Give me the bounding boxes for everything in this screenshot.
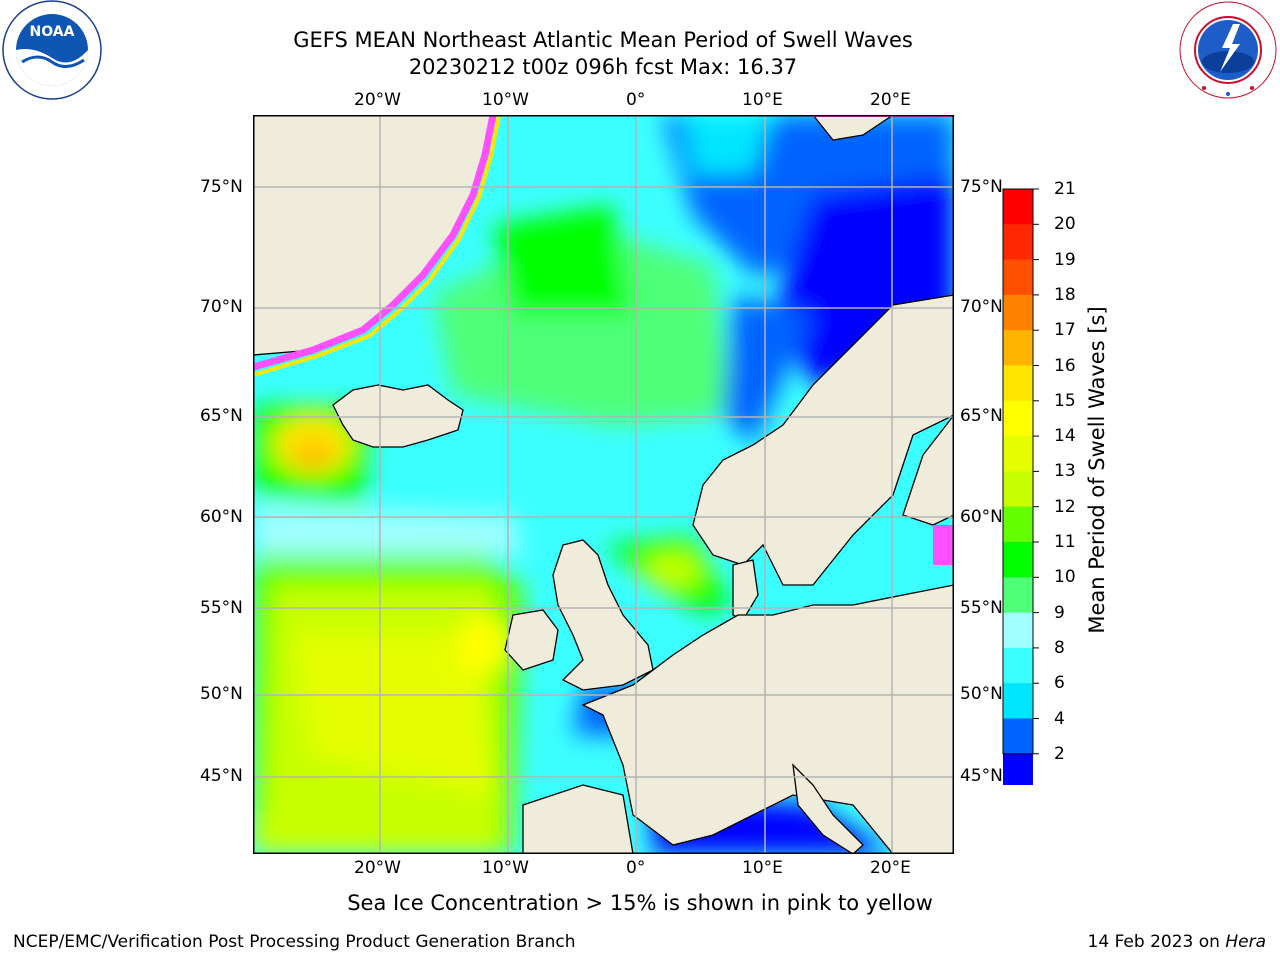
colorbar-label: Mean Period of Swell Waves [s] — [1085, 306, 1109, 634]
colorbar-tick-label: 16 — [1054, 355, 1076, 376]
colorbar-tick-label: 21 — [1054, 179, 1076, 199]
lat-label-right-60n: 60°N — [960, 507, 1003, 527]
lon-label-bottom-20e: 20°E — [870, 858, 911, 878]
colorbar-band — [1003, 471, 1033, 508]
lon-label-bottom-0: 0° — [626, 858, 646, 878]
colorbar-tick-label: 11 — [1054, 532, 1076, 552]
colorbar-band — [1003, 612, 1033, 649]
lat-label-right-70n: 70°N — [960, 297, 1003, 317]
lat-label-right-65n: 65°N — [960, 406, 1003, 426]
colorbar-tick-label: 2 — [1054, 743, 1065, 764]
graticule — [253, 115, 954, 854]
colorbar-band — [1003, 436, 1033, 472]
colorbar-band — [1003, 224, 1033, 261]
colorbar-band — [1003, 189, 1033, 225]
colorbar-tick-label: 18 — [1054, 284, 1076, 305]
sea-ice-edge — [253, 115, 954, 565]
colorbar-band — [1003, 683, 1033, 719]
noaa-logo: NOAA — [2, 0, 102, 100]
colorbar-tick-label: 10 — [1054, 567, 1076, 588]
lat-label-left-75n: 75°N — [200, 177, 243, 197]
swell-period-map — [253, 115, 954, 854]
colorbar-tick-label: 20 — [1054, 214, 1076, 235]
lon-label-bottom-20w: 20°W — [354, 858, 401, 878]
colorbar-band — [1003, 365, 1033, 402]
footer-date: 14 Feb 2023 on Hera — [1088, 932, 1266, 952]
colorbar-tick-label: 6 — [1054, 673, 1065, 694]
chart-subtitle: 20230212 t00z 096h fcst Max: 16.37 — [408, 55, 798, 79]
colorbar-tick-label: 13 — [1054, 461, 1076, 482]
colorbar-tick-label: 4 — [1054, 708, 1065, 729]
colorbar-tick-label: 12 — [1054, 496, 1076, 517]
lon-label-bottom-10e: 10°E — [742, 858, 783, 878]
chart-title: GEFS MEAN Northeast Atlantic Mean Period… — [293, 28, 913, 52]
lon-label-top-20w: 20°W — [354, 90, 401, 110]
colorbar-tick-label: 9 — [1054, 602, 1065, 623]
svg-text:NOAA: NOAA — [30, 24, 75, 40]
colorbar-tick-label: 17 — [1054, 320, 1076, 341]
lat-label-right-50n: 50°N — [960, 684, 1003, 704]
map-frame — [253, 115, 954, 854]
lon-label-bottom-10w: 10°W — [482, 858, 529, 878]
lat-label-left-50n: 50°N — [200, 684, 243, 704]
colorbar-band — [1003, 718, 1033, 755]
colorbar-band — [1003, 753, 1033, 785]
lat-label-left-45n: 45°N — [200, 766, 243, 786]
lat-label-left-60n: 60°N — [200, 507, 243, 527]
colorbar-band — [1003, 647, 1033, 684]
lat-label-right-45n: 45°N — [960, 766, 1003, 786]
land-masses — [253, 115, 954, 854]
colorbar-band — [1003, 259, 1033, 296]
lat-label-left-70n: 70°N — [200, 297, 243, 317]
footer-date-text: 14 Feb 2023 on — [1087, 932, 1226, 952]
colorbar-band — [1003, 542, 1033, 578]
colorbar-band — [1003, 330, 1033, 366]
lat-label-right-55n: 55°N — [960, 598, 1003, 618]
lon-label-top-0: 0° — [626, 90, 646, 110]
colorbar-band — [1003, 400, 1033, 437]
sea-ice-caption: Sea Ice Concentration > 15% is shown in … — [347, 891, 933, 915]
colorbar-tick-label: 19 — [1054, 249, 1076, 270]
colorbar-band — [1003, 577, 1033, 614]
colorbar-band — [1003, 294, 1033, 331]
lat-label-left-65n: 65°N — [200, 406, 243, 426]
colorbar-tick-label: 15 — [1054, 390, 1076, 411]
colorbar-band — [1003, 506, 1033, 543]
lon-label-top-10e: 10°E — [742, 90, 783, 110]
footer-org: NCEP/EMC/Verification Post Processing Pr… — [13, 932, 576, 952]
colorbar-tick-label: 14 — [1054, 426, 1076, 447]
lon-label-top-10w: 10°W — [482, 90, 529, 110]
footer-host: Hera — [1225, 932, 1266, 952]
colorbar — [1002, 188, 1039, 785]
lon-label-top-20e: 20°E — [870, 90, 911, 110]
lat-label-right-75n: 75°N — [960, 177, 1003, 197]
nws-logo — [1179, 1, 1277, 99]
colorbar-tick-label: 8 — [1054, 637, 1065, 658]
lat-label-left-55n: 55°N — [200, 598, 243, 618]
